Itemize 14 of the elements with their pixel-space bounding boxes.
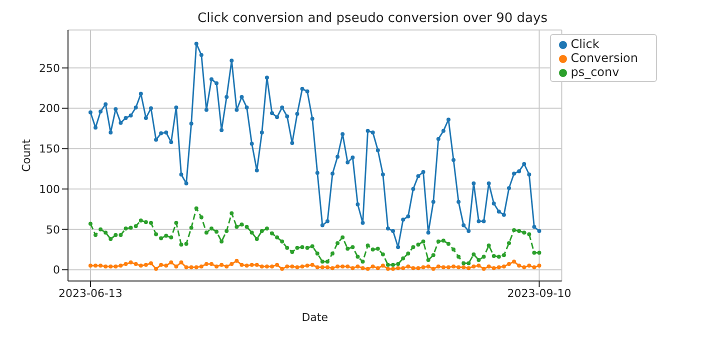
- y-tick-label: 150: [39, 142, 60, 156]
- y-axis-title: Count: [20, 138, 33, 172]
- legend-label: ps_conv: [570, 65, 620, 79]
- y-tick-label: 250: [39, 62, 60, 75]
- y-tick-label: 50: [46, 223, 60, 236]
- y-tick-label: 100: [39, 182, 60, 196]
- chart-title: Click conversion and pseudo conversion over 90 days: [198, 11, 548, 26]
- legend-label: Conversion: [570, 51, 638, 65]
- x-tick-label: 2023-09-10: [507, 286, 572, 300]
- y-tick-label: 0: [53, 264, 60, 277]
- legend-label: Click: [570, 37, 600, 51]
- x-axis-title: Date: [302, 311, 328, 324]
- x-tick-label: 2023-06-13: [58, 286, 122, 300]
- y-tick-label: 200: [39, 102, 60, 116]
